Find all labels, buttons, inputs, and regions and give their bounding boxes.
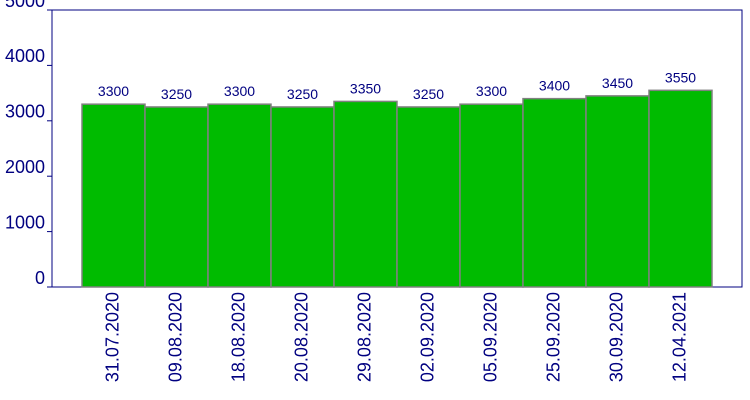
- y-tick-label: 4000: [5, 46, 45, 66]
- data-label: 3300: [98, 83, 129, 99]
- data-label: 3250: [413, 86, 444, 102]
- y-tick-label: 1000: [5, 212, 45, 232]
- x-tick-label: 25.09.2020: [543, 292, 563, 382]
- bar: [81, 103, 146, 288]
- x-tick-label: 05.09.2020: [480, 292, 500, 382]
- x-tick-label: 30.09.2020: [606, 292, 626, 382]
- data-label: 3450: [602, 75, 633, 91]
- data-label: 3550: [665, 69, 696, 85]
- data-label: 3300: [476, 83, 507, 99]
- bar: [459, 103, 524, 288]
- y-tick-label: 0: [35, 268, 45, 288]
- data-label: 3400: [539, 78, 570, 94]
- bar: [270, 106, 335, 288]
- x-tick-label: 09.08.2020: [165, 292, 185, 382]
- y-tick-label: 5000: [5, 0, 45, 11]
- y-tick-label: 3000: [5, 102, 45, 122]
- bar: [585, 95, 650, 288]
- x-tick-label: 12.04.2021: [669, 292, 689, 382]
- x-tick-label: 29.08.2020: [354, 292, 374, 382]
- x-tick-label: 18.08.2020: [228, 292, 248, 382]
- bar: [333, 100, 398, 288]
- bar: [522, 97, 587, 288]
- bar: [144, 106, 209, 288]
- x-tick-label: 02.09.2020: [417, 292, 437, 382]
- data-label: 3300: [224, 83, 255, 99]
- bar: [648, 89, 713, 288]
- data-label: 3250: [287, 86, 318, 102]
- bar: [207, 103, 272, 288]
- bar: [396, 106, 461, 288]
- x-tick-label: 31.07.2020: [102, 292, 122, 382]
- x-tick-label: 20.08.2020: [291, 292, 311, 382]
- y-tick-label: 2000: [5, 157, 45, 177]
- data-label: 3250: [161, 86, 192, 102]
- data-label: 3350: [350, 80, 381, 96]
